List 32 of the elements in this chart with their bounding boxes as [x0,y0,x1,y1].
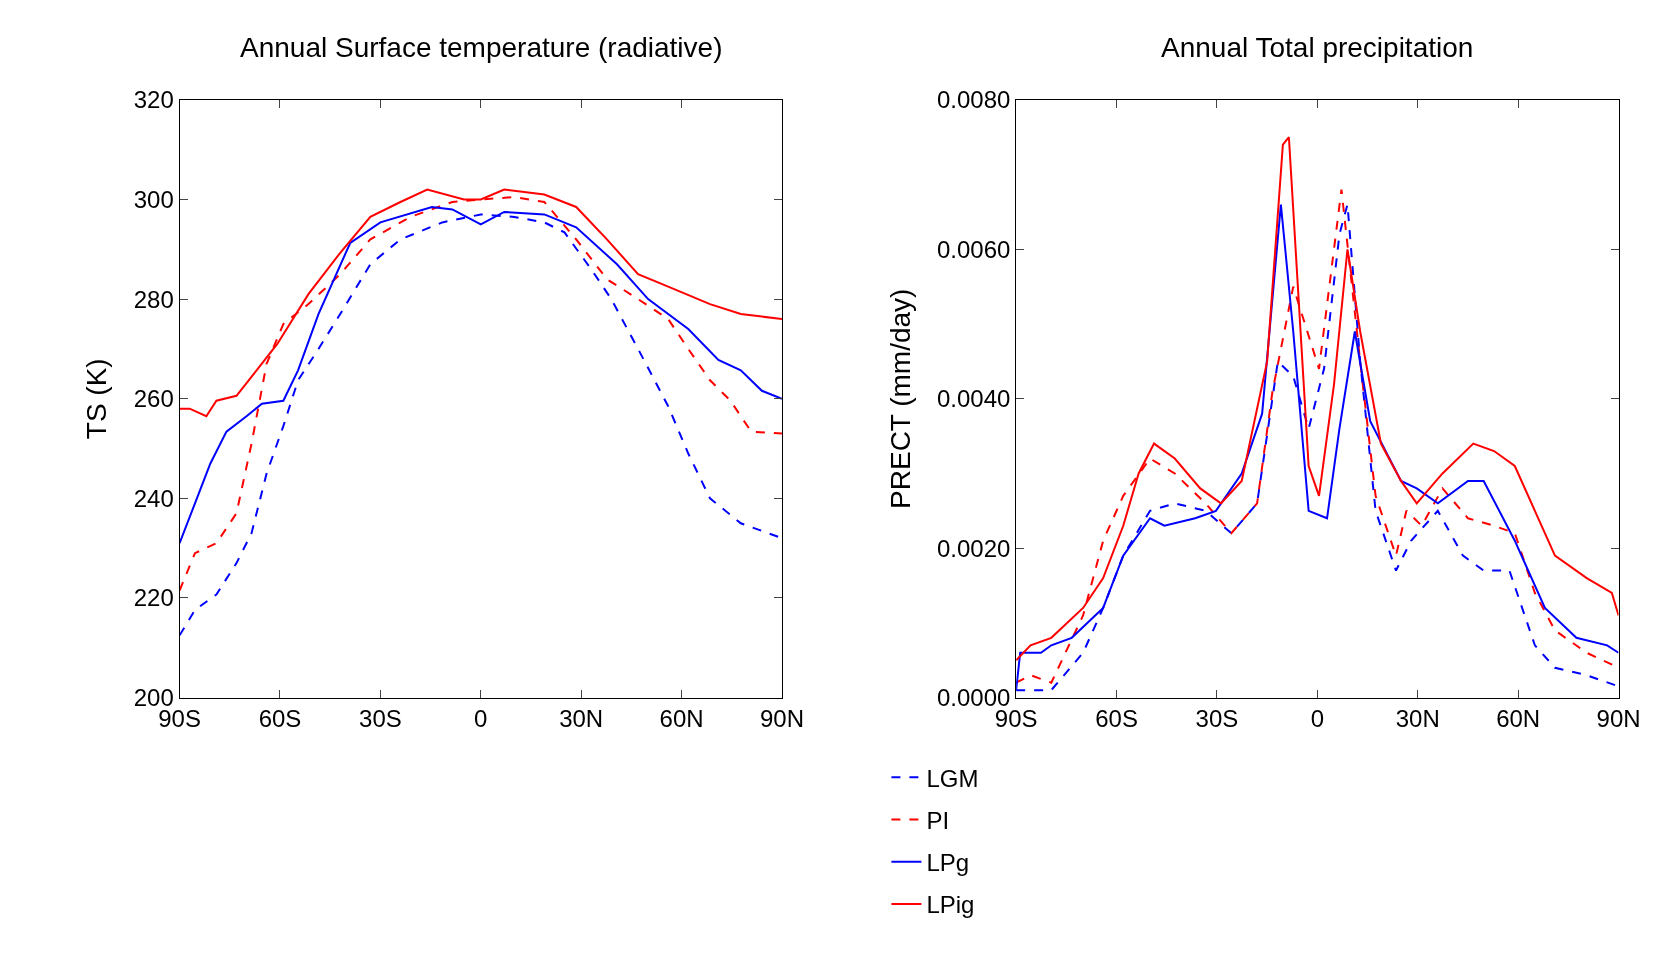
y-tick-label: 0.0020 [936,534,1011,562]
x-tick-label: 0 [474,705,488,733]
legend-label: LPig [926,891,975,919]
x-tick-label: 30N [1395,705,1440,733]
x-tick-label: 60S [258,705,302,733]
x-tick-label: 30S [359,705,402,733]
y-axis-title: PRECT (mm/day) [884,288,916,509]
x-tick-label: 90S [994,705,1038,733]
legend-label: LGM [926,764,979,792]
y-tick-label: 320 [133,86,174,114]
x-tick-label: 60S [1095,705,1138,733]
y-tick-label: 240 [133,484,174,512]
legend-label: LPg [926,849,970,877]
y-tick-label: 280 [133,285,174,313]
x-tick-label: 90N [1596,705,1641,733]
y-tick-label: 0.0040 [936,385,1011,413]
x-tick-label: 60N [1496,705,1541,733]
x-tick-label: 30N [559,705,604,733]
x-tick-label: 90S [158,705,201,733]
y-tick-label: 300 [133,185,174,213]
chart-title: Annual Total precipitation [1161,32,1474,63]
x-tick-label: 30S [1195,705,1239,733]
y-tick-label: 260 [133,385,174,413]
y-tick-label: 0.0060 [936,235,1011,263]
y-tick-label: 220 [133,584,174,612]
chart-title: Annual Surface temperature (radiative) [240,32,723,63]
y-tick-label: 0.0080 [936,86,1011,114]
x-tick-label: 0 [1310,705,1325,733]
y-axis-title: TS (K) [81,358,113,440]
x-tick-label: 60N [659,705,704,733]
x-tick-label: 90N [759,705,804,733]
legend-label: PI [926,806,950,834]
